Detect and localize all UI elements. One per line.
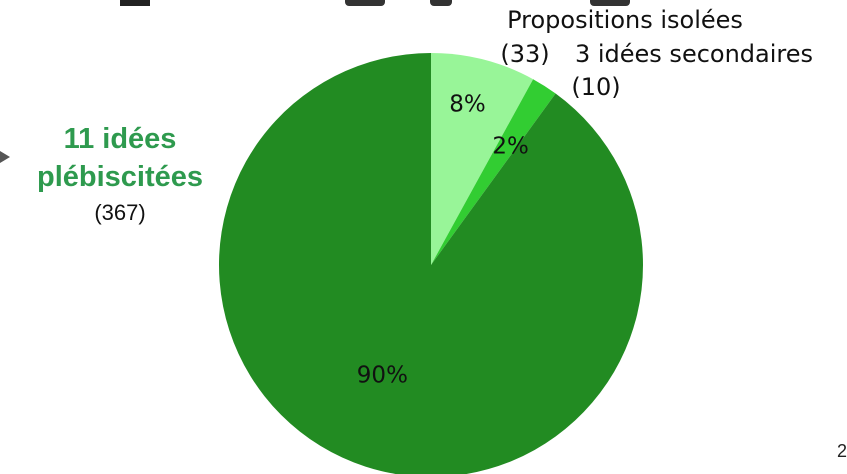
top-decoration-blob — [430, 0, 452, 6]
slice-name-label: 3 idées secondaires — [575, 40, 813, 68]
highlight-title: 11 idées plébiscitées — [0, 120, 240, 196]
highlight-count: (367) — [94, 200, 146, 225]
highlight-title-line: plébiscitées — [36, 161, 204, 193]
pointer-arrow-icon — [0, 151, 10, 163]
slice-percent-label: 8% — [449, 91, 486, 117]
slice-name-label: Propositions isolées — [507, 6, 743, 34]
pie-slice — [219, 53, 643, 474]
top-decoration-blob — [345, 0, 385, 6]
pie-slice — [431, 53, 534, 265]
highlight-title-line: 11 idées — [63, 123, 177, 155]
top-decoration-bar — [120, 0, 150, 6]
top-decoration-blob — [590, 0, 630, 6]
pie-percent-labels: 8%2% 90% — [357, 91, 529, 388]
slice-percent-label: 90% — [357, 362, 408, 388]
slice-percent-label: 2% — [492, 134, 529, 160]
slice-count-label: (10) — [571, 73, 620, 101]
slice-count-label: (33) — [500, 40, 549, 68]
page-number: 2 — [836, 441, 847, 461]
pie-slices — [219, 53, 643, 474]
pie-slice — [431, 79, 556, 265]
